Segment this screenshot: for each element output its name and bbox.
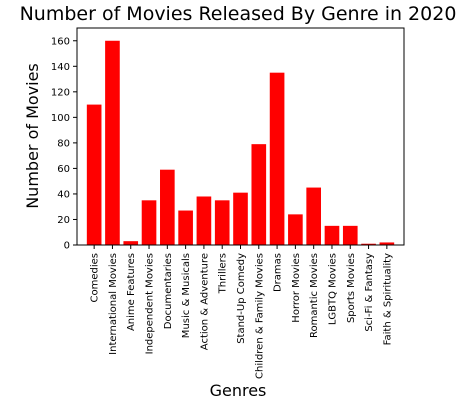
x-tick-label: Romantic Movies (309, 253, 320, 338)
y-tick-label: 160 (51, 36, 70, 47)
x-tick-label: LGBTQ Movies (327, 253, 338, 325)
bar-horror-movies (288, 214, 303, 245)
x-axis-label: Genres (210, 381, 267, 400)
x-tick-label: Dramas (273, 253, 284, 292)
x-tick-label: Action & Adventure (199, 253, 210, 350)
bar-sci-fi-fantasy (361, 243, 376, 245)
y-axis-label: Number of Movies (23, 63, 42, 209)
bar-lgbtq-movies (324, 225, 340, 245)
bar-dramas (269, 72, 285, 246)
x-tick-label: Comedies (90, 253, 101, 302)
bar-documentaries (160, 169, 175, 245)
plot-area: 0 20 40 60 80 100 120 140 160 Comedies Internation… (51, 27, 405, 379)
bar-children-family-movies (251, 144, 267, 245)
bar-sports-movies (342, 225, 358, 245)
bar-romantic-movies (306, 187, 321, 245)
bar-faith-spirituality (379, 242, 395, 245)
bar-anime-features (123, 241, 139, 245)
y-tick-label: 100 (51, 113, 70, 124)
bar-independent-movies (141, 200, 157, 245)
y-tick-label: 120 (51, 87, 70, 98)
x-tick-label: Sci-Fi & Fantasy (364, 253, 375, 332)
x-tick-label: Thrillers (218, 253, 229, 294)
x-tick-label: Horror Movies (291, 253, 302, 323)
x-tick-label: Sports Movies (346, 253, 357, 323)
chart-title: Number of Movies Released By Genre in 20… (20, 3, 457, 25)
x-tick-label: Stand-Up Comedy (236, 253, 247, 344)
bar-comedies (86, 104, 102, 245)
y-tick-label: 20 (57, 215, 70, 226)
x-tick-label: Faith & Spirituality (382, 253, 393, 345)
x-tick-label: International Movies (108, 253, 119, 355)
bar-music-musicals (178, 210, 193, 245)
bar-action-adventure (196, 196, 212, 245)
bar-thrillers (214, 200, 230, 245)
x-tick-label: Documentaries (163, 253, 174, 329)
x-tick-label: Music & Musicals (181, 253, 192, 338)
x-tick-label: Anime Features (126, 253, 137, 331)
bar-stand-up-comedy (233, 192, 248, 245)
bar-international-movies (105, 40, 120, 246)
y-tick-label: 60 (57, 164, 70, 175)
x-tick-label: Independent Movies (145, 253, 156, 354)
y-tick-label: 0 (64, 241, 70, 252)
y-tick-label: 40 (57, 189, 70, 200)
y-tick-label: 80 (57, 138, 70, 149)
x-tick-label: Children & Family Movies (254, 253, 265, 379)
y-tick-label: 140 (51, 62, 70, 73)
